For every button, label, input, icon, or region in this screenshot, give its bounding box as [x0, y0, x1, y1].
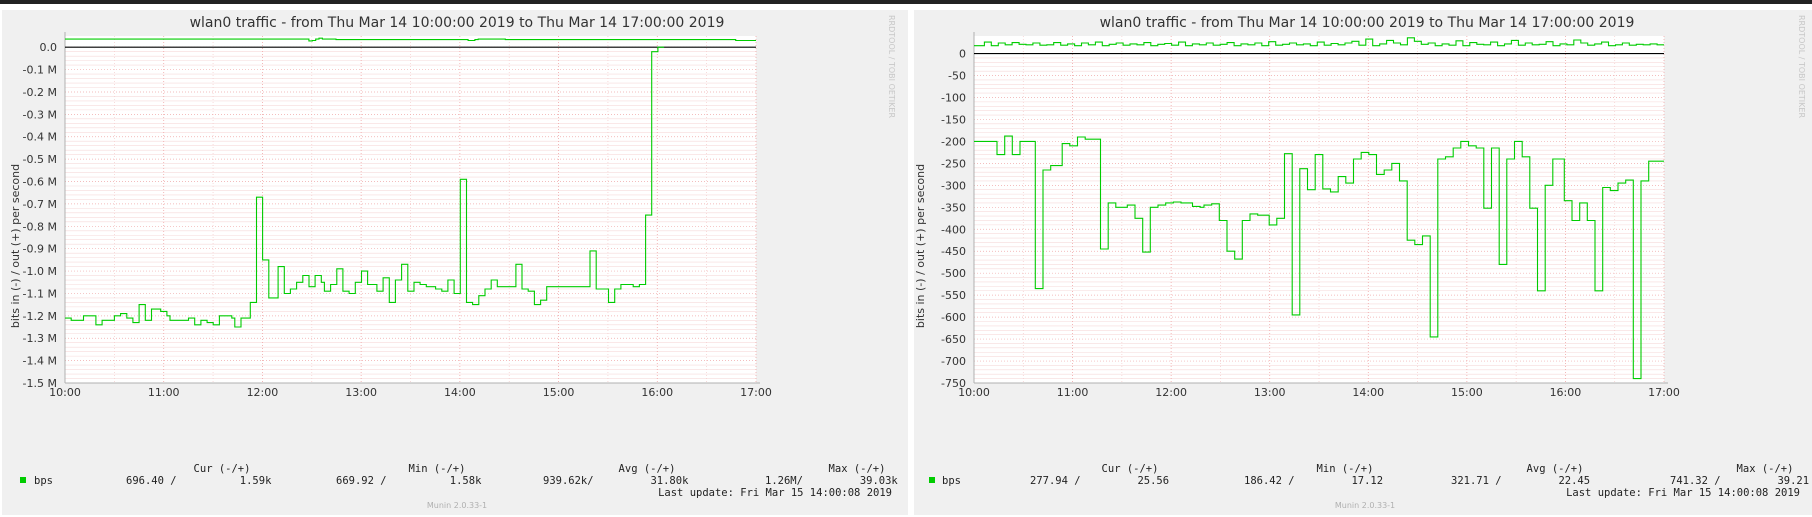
top-bar [0, 0, 1812, 4]
x-tick-label: 12:00 [1155, 386, 1187, 399]
legend-cur-value: 277.94 / 25.56 [1030, 475, 1169, 487]
legend-header-avg: Avg (-/+) [619, 463, 676, 475]
x-tick-label: 10:00 [49, 386, 81, 399]
x-tick-label: 12:00 [247, 386, 279, 399]
grid [65, 36, 757, 384]
y-tick-label: -700 [941, 355, 966, 368]
y-tick-label: -0.4 M [23, 131, 57, 144]
x-tick-label: 17:00 [1648, 386, 1680, 399]
x-tick-label: 10:00 [958, 386, 990, 399]
x-tick-label: 13:00 [1254, 386, 1286, 399]
legend-series-name: bps [34, 475, 53, 487]
series-line-bps-out [65, 37, 756, 42]
rrdtool-label: RRDTOOL / TOBI OETIKER [1797, 15, 1806, 118]
x-tick-label: 16:00 [1550, 386, 1582, 399]
y-tick-label: -500 [941, 267, 966, 280]
legend-max-value: 1.26M/ 39.03k [765, 475, 898, 487]
x-tick-label: 14:00 [444, 386, 476, 399]
legend-header-min: Min (-/+) [1317, 463, 1374, 475]
y-tick-label: -0.9 M [23, 243, 57, 256]
y-axis-label: bits in (-) / out (+) per second [9, 164, 22, 328]
x-tick-label: 17:00 [740, 386, 772, 399]
y-tick-label: 0 [959, 48, 966, 61]
legend-header-cur: Cur (-/+) [1102, 463, 1159, 475]
grid [974, 36, 1665, 384]
y-tick-label: -250 [941, 157, 966, 170]
y-tick-label: -550 [941, 289, 966, 302]
y-tick-label: -1.1 M [23, 287, 57, 300]
munin-version: Munin 2.0.33-1 [1335, 501, 1395, 510]
legend-avg-value: 939.62k/ 31.80k [543, 475, 689, 487]
y-tick-label: -0.2 M [23, 86, 57, 99]
y-tick-label: -0.7 M [23, 198, 57, 211]
y-tick-label: -0.5 M [23, 153, 57, 166]
y-axis-label: bits in (-) / out (+) per second [914, 164, 927, 328]
legend-header-cur: Cur (-/+) [194, 463, 251, 475]
x-tick-label: 14:00 [1352, 386, 1384, 399]
rrdtool-label: RRDTOOL / TOBI OETIKER [887, 15, 896, 118]
y-tick-label: -1.4 M [23, 355, 57, 368]
y-tick-label: -400 [941, 223, 966, 236]
y-tick-label: -1.5 M [23, 377, 57, 390]
y-tick-label: -100 [941, 91, 966, 104]
chart-title: wlan0 traffic - from Thu Mar 14 10:00:00… [190, 15, 725, 31]
legend-header-max: Max (-/+) [829, 463, 886, 475]
y-tick-label: -450 [941, 245, 966, 258]
y-tick-label: -150 [941, 113, 966, 126]
legend-cur-value: 696.40 / 1.59k [126, 475, 272, 487]
chart-panel-wlan0-megabits: wlan0 traffic - from Thu Mar 14 10:00:00… [2, 10, 908, 515]
x-tick-label: 11:00 [148, 386, 180, 399]
y-tick-label: -0.6 M [23, 176, 57, 189]
x-tick-label: 15:00 [543, 386, 575, 399]
chart-svg: wlan0 traffic - from Thu Mar 14 10:00:00… [914, 15, 1809, 510]
munin-version: Munin 2.0.33-1 [427, 501, 487, 510]
chart-panel-wlan0-bits: wlan0 traffic - from Thu Mar 14 10:00:00… [914, 10, 1812, 515]
chart-svg: wlan0 traffic - from Thu Mar 14 10:00:00… [9, 15, 898, 510]
chart-title: wlan0 traffic - from Thu Mar 14 10:00:00… [1100, 15, 1635, 31]
y-tick-label: -1.3 M [23, 332, 57, 345]
legend-max-value: 741.32 / 39.21 [1670, 475, 1809, 487]
legend-header-avg: Avg (-/+) [1527, 463, 1584, 475]
legend-header-min: Min (-/+) [409, 463, 466, 475]
y-tick-label: -600 [941, 311, 966, 324]
x-tick-label: 15:00 [1451, 386, 1483, 399]
y-tick-label: -0.3 M [23, 108, 57, 121]
series-line-bps-out [974, 37, 1664, 47]
y-tick-label: -1.0 M [23, 265, 57, 278]
legend-series-name: bps [942, 475, 961, 487]
y-tick-label: -350 [941, 201, 966, 214]
y-tick-label: -200 [941, 135, 966, 148]
legend-swatch [929, 477, 935, 483]
legend-swatch [20, 477, 26, 483]
x-tick-label: 13:00 [345, 386, 377, 399]
series-line-bps-in [974, 135, 1664, 380]
legend-header-max: Max (-/+) [1737, 463, 1794, 475]
y-tick-label: -0.8 M [23, 220, 57, 233]
series-line-bps-in [65, 46, 665, 328]
y-tick-label: -650 [941, 333, 966, 346]
last-update: Last update: Fri Mar 15 14:00:08 2019 [1566, 487, 1800, 499]
x-tick-label: 11:00 [1057, 386, 1089, 399]
y-tick-label: -1.2 M [23, 310, 57, 323]
legend-min-value: 186.42 / 17.12 [1244, 475, 1383, 487]
legend-avg-value: 321.71 / 22.45 [1451, 475, 1590, 487]
y-tick-label: -750 [941, 377, 966, 390]
y-tick-label: -50 [948, 70, 966, 83]
y-tick-label: -0.1 M [23, 64, 57, 77]
y-tick-label: 0.0 [40, 41, 58, 54]
legend-min-value: 669.92 / 1.58k [336, 475, 482, 487]
x-tick-label: 16:00 [641, 386, 673, 399]
y-tick-label: -300 [941, 179, 966, 192]
last-update: Last update: Fri Mar 15 14:00:08 2019 [658, 487, 892, 499]
